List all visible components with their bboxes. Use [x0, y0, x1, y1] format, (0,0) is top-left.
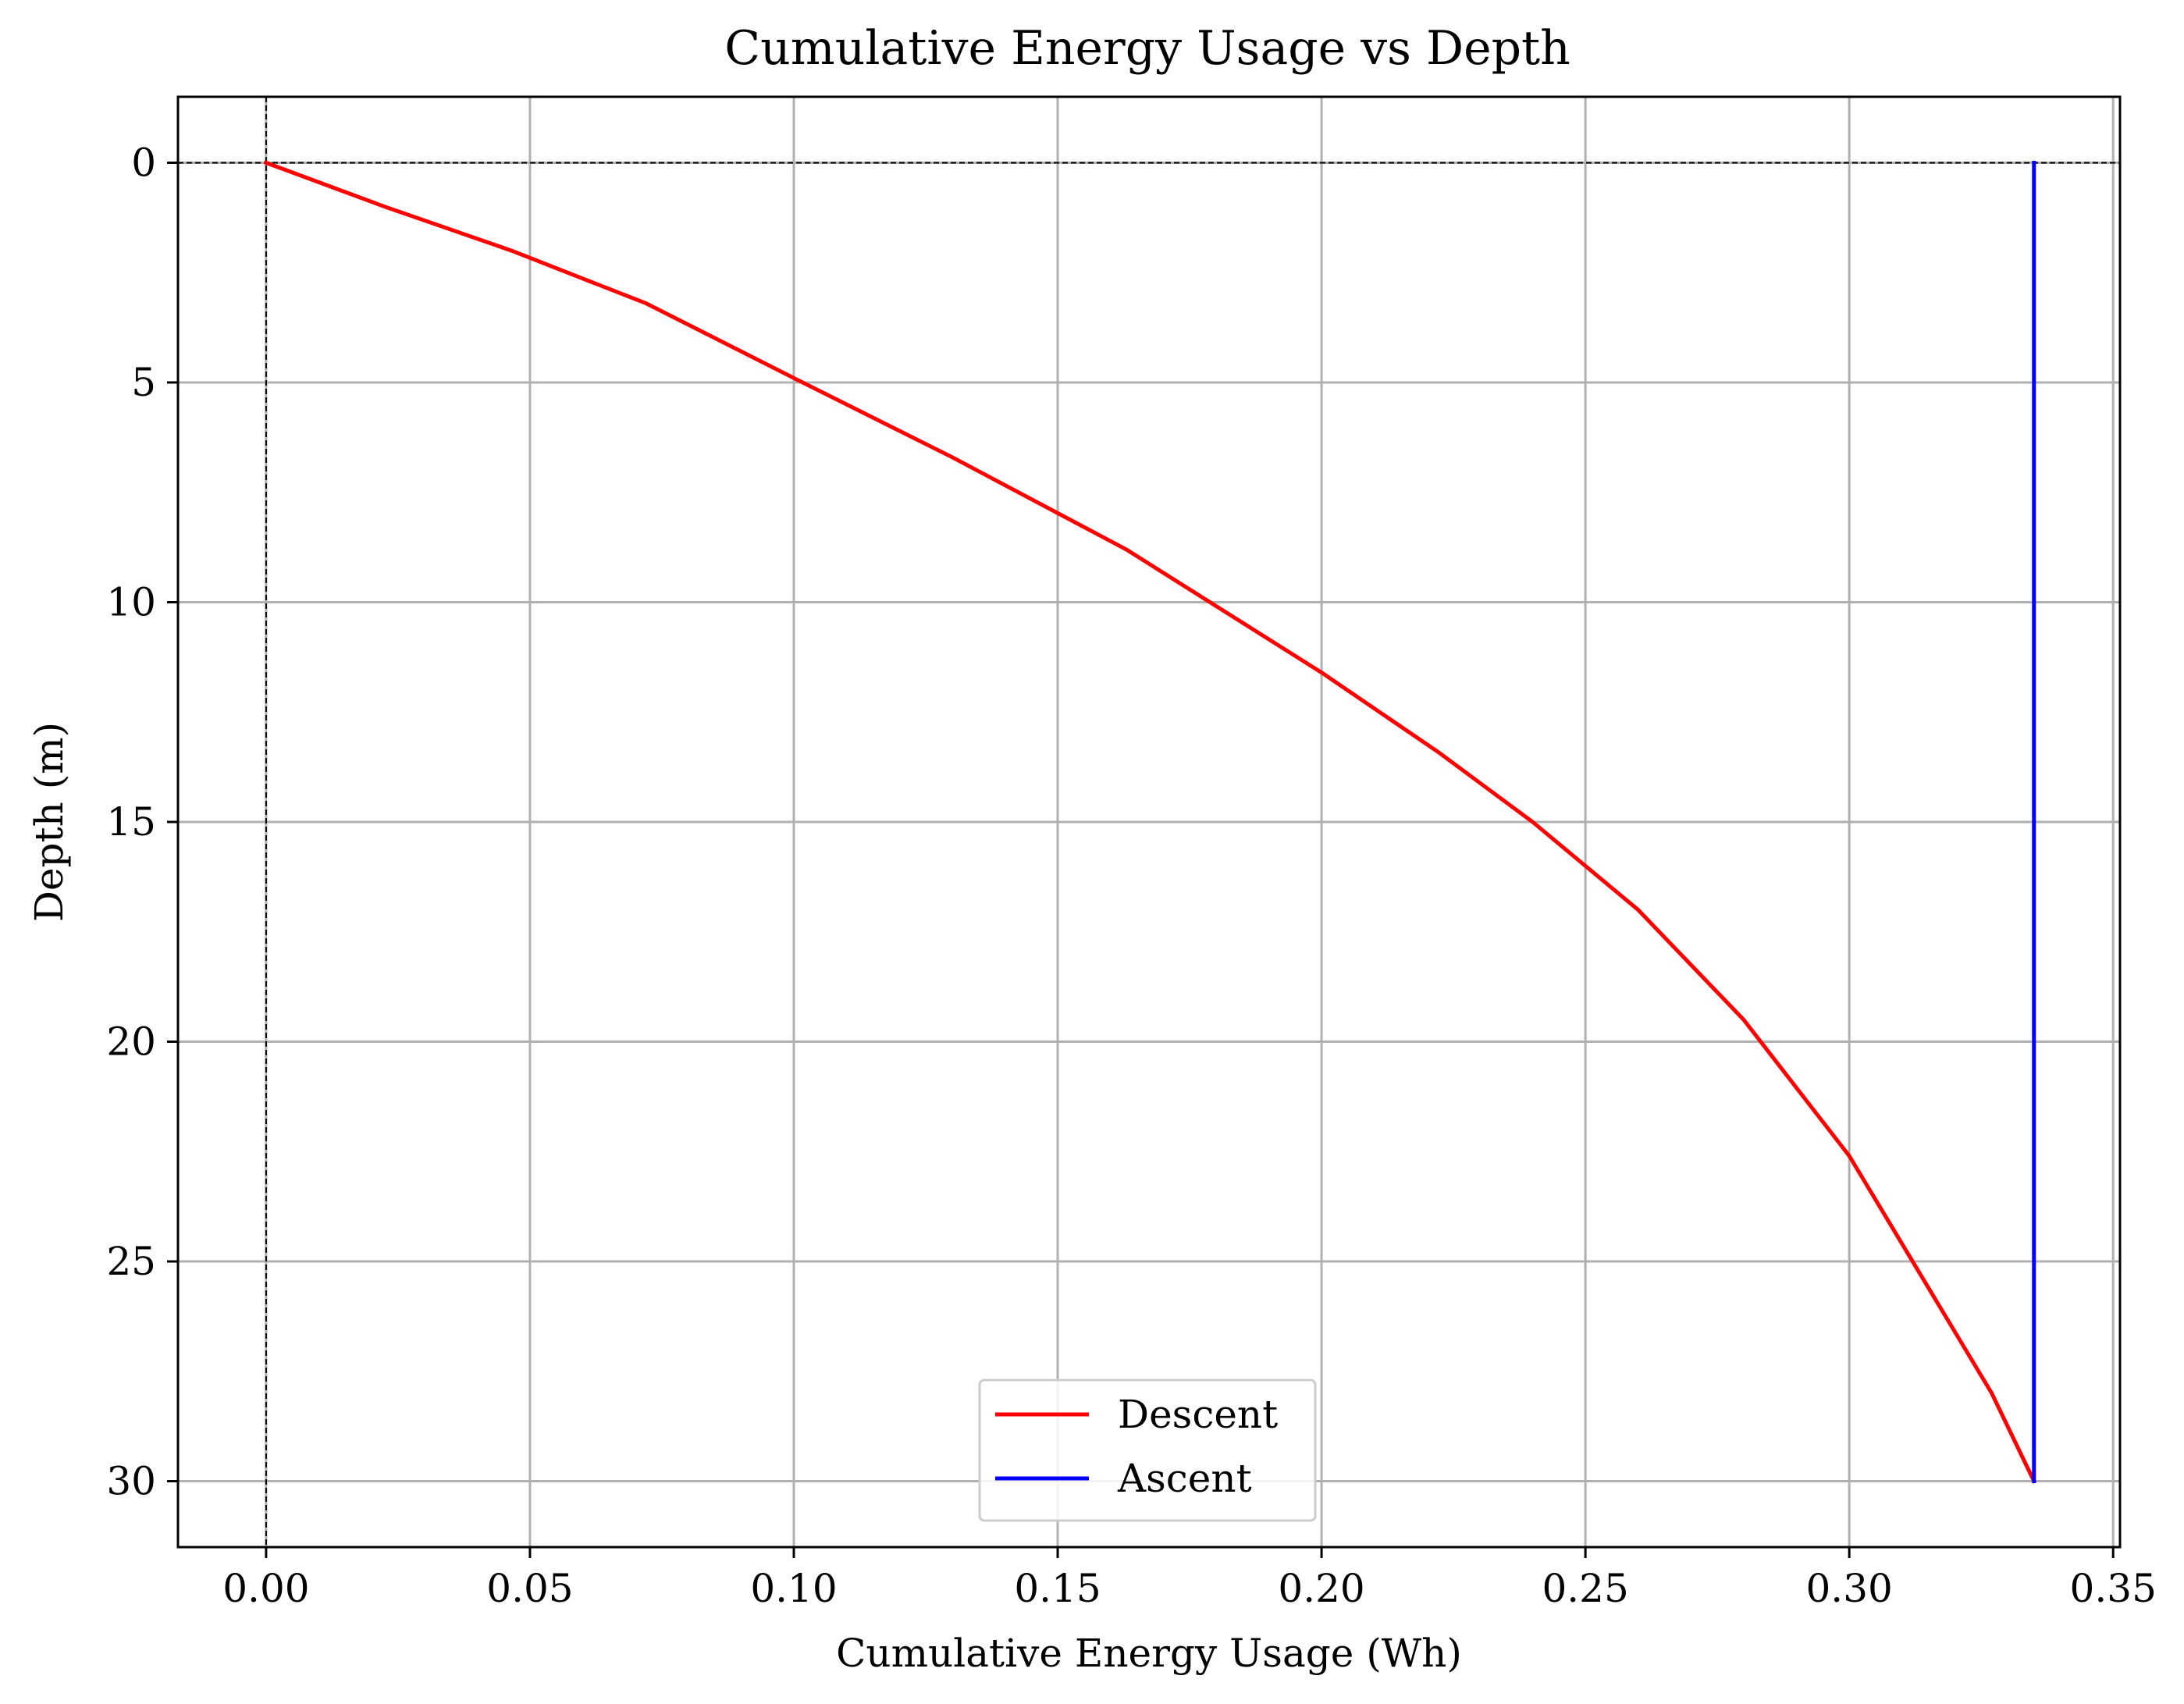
chart-title: Cumulative Energy Usage vs Depth	[724, 21, 1570, 76]
x-tick-label: 0.35	[2070, 1566, 2157, 1611]
y-tick-label: 25	[106, 1239, 156, 1284]
grid	[178, 97, 2120, 1547]
legend-descent-label: Descent	[1118, 1392, 1278, 1437]
x-axis-ticks: 0.00 0.05 0.10 0.15 0.20 0.25 0.30 0.35	[222, 1547, 2157, 1611]
x-tick-label: 0.25	[1542, 1566, 1628, 1611]
y-tick-label: 15	[106, 799, 156, 845]
x-tick-label: 0.10	[750, 1566, 837, 1611]
y-axis-label: Depth (m)	[27, 722, 72, 922]
legend: Descent Ascent	[978, 1378, 1317, 1522]
series-line-descent	[263, 160, 2037, 1484]
y-tick-label: 10	[106, 579, 156, 624]
reference-lines	[178, 97, 2120, 1547]
x-tick-label: 0.30	[1806, 1566, 1893, 1611]
x-axis-label: Cumulative Energy Usage (Wh)	[836, 1631, 1462, 1676]
x-tick-label: 0.05	[486, 1566, 573, 1611]
x-tick-label: 0.00	[222, 1566, 309, 1611]
x-tick-label: 0.20	[1278, 1566, 1364, 1611]
y-tick-label: 0	[131, 140, 156, 185]
legend-ascent-label: Ascent	[1117, 1456, 1252, 1501]
y-tick-label: 5	[131, 360, 156, 405]
y-tick-label: 20	[106, 1019, 156, 1065]
x-tick-label: 0.15	[1014, 1566, 1101, 1611]
y-axis-ticks: 0 5 10 15 20 25 30	[106, 140, 178, 1504]
series-lines	[263, 160, 2037, 1484]
y-tick-label: 30	[106, 1459, 156, 1504]
